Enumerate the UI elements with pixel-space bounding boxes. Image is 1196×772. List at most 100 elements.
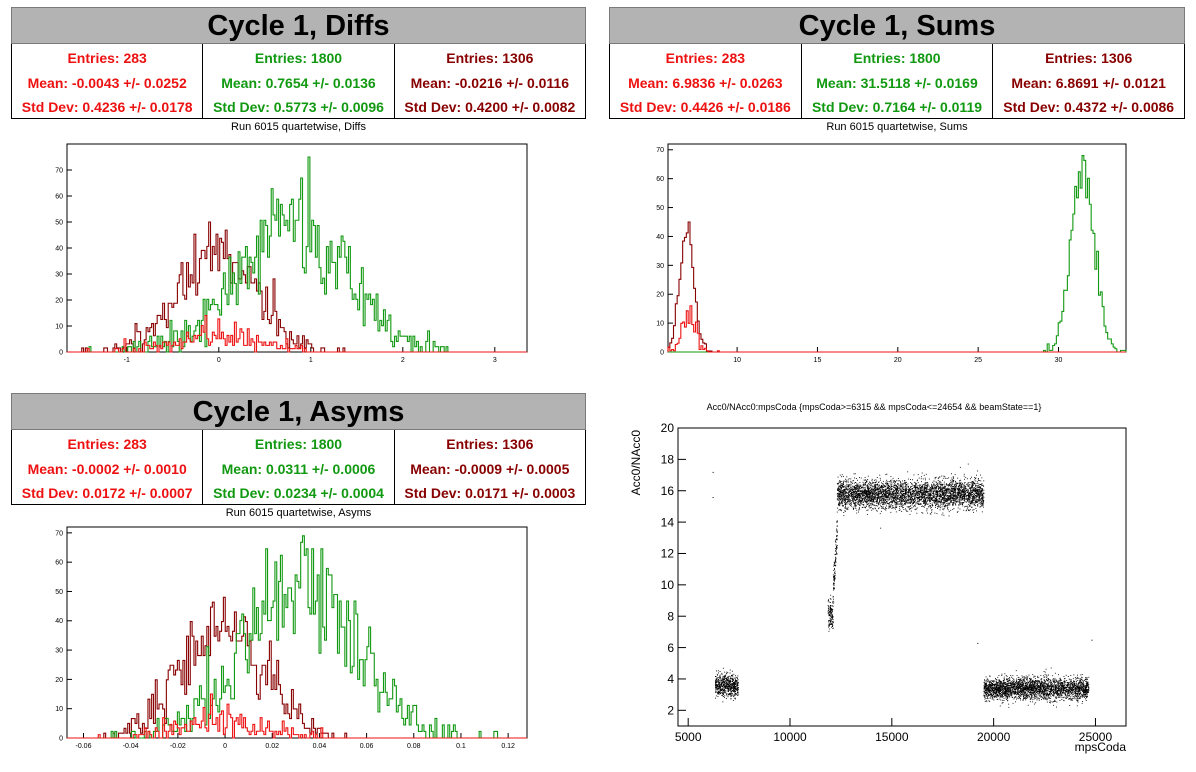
y-tick-label: 10 bbox=[55, 323, 63, 330]
y-tick-label: 60 bbox=[55, 193, 63, 200]
y-tick-label: 14 bbox=[661, 515, 675, 529]
stats-stddev: Std Dev: 0.0172 +/- 0.0007 bbox=[21, 485, 193, 501]
y-tick-label: 60 bbox=[656, 176, 664, 183]
y-tick-label: 2 bbox=[667, 704, 674, 718]
asyms-stats-row: Entries: 283 Mean: -0.0002 +/- 0.0010 St… bbox=[11, 430, 586, 505]
sums-stats-row: Entries: 283 Mean: 6.9836 +/- 0.0263 Std… bbox=[609, 44, 1185, 119]
x-tick-label: -0.04 bbox=[123, 743, 139, 750]
x-tick-label: -0.02 bbox=[170, 743, 186, 750]
stats-entries: Entries: 1306 bbox=[1045, 50, 1133, 66]
stats-mean: Mean: 0.7654 +/- 0.0136 bbox=[221, 74, 376, 91]
stats-mean: Mean: -0.0043 +/- 0.0252 bbox=[27, 74, 187, 91]
stats-stddev: Std Dev: 0.4200 +/- 0.0082 bbox=[404, 99, 576, 115]
x-tick-label: 0.08 bbox=[407, 743, 421, 750]
histogram-series-darkred bbox=[67, 221, 527, 353]
diffs-panel-title: Cycle 1, Diffs bbox=[11, 7, 586, 44]
y-tick-label: 20 bbox=[55, 677, 63, 684]
stats-stddev: Std Dev: 0.0171 +/- 0.0003 bbox=[404, 485, 576, 501]
stats-mean: Mean: 31.5118 +/- 0.0169 bbox=[816, 74, 978, 91]
x-tick-label: 20000 bbox=[977, 730, 1011, 744]
y-tick-label: 30 bbox=[55, 648, 63, 655]
y-tick-label: 40 bbox=[55, 245, 63, 252]
stats-stddev: Std Dev: 0.4236 +/- 0.0178 bbox=[21, 99, 193, 115]
x-tick-label: 25000 bbox=[1079, 730, 1113, 744]
diffs-stats-red: Entries: 283 Mean: -0.0043 +/- 0.0252 St… bbox=[12, 44, 202, 118]
asyms-subtitle: Run 6015 quartetwise, Asyms bbox=[225, 507, 372, 519]
diffs-stats-row: Entries: 283 Mean: -0.0043 +/- 0.0252 St… bbox=[11, 44, 586, 119]
x-tick-label: 0 bbox=[217, 357, 221, 364]
y-tick-label: 4 bbox=[667, 672, 674, 686]
asyms-panel-title: Cycle 1, Asyms bbox=[11, 393, 586, 430]
diffs-subtitle: Run 6015 quartetwise, Diffs bbox=[231, 121, 366, 133]
stats-entries: Entries: 1306 bbox=[446, 50, 534, 66]
histogram-series-green bbox=[668, 155, 1127, 353]
y-tick-label: 20 bbox=[55, 297, 63, 304]
stats-entries: Entries: 1800 bbox=[254, 436, 343, 452]
x-tick-label: 30 bbox=[1055, 357, 1063, 364]
stats-stddev: Std Dev: 0.5773 +/- 0.0096 bbox=[213, 99, 384, 115]
plot-frame bbox=[66, 143, 528, 353]
y-tick-label: 12 bbox=[661, 547, 675, 561]
x-tick-label: 1 bbox=[309, 357, 313, 364]
histogram-series-darkred bbox=[667, 221, 1126, 353]
x-tick-label: 2 bbox=[401, 357, 405, 364]
y-tick-label: 60 bbox=[55, 560, 63, 567]
y-tick-label: 0 bbox=[59, 735, 63, 742]
acc0-vs-mpscoda-scatter: 5000 10000 15000 20000 25000 2 4 6 8 10 12 14 16 18 20… bbox=[629, 402, 1127, 754]
stats-entries: Entries: 283 bbox=[665, 50, 746, 66]
y-tick-label: 10 bbox=[661, 578, 675, 592]
y-tick-label: 40 bbox=[55, 618, 63, 625]
sums-stats-red: Entries: 283 Mean: 6.9836 +/- 0.0263 Std… bbox=[610, 44, 801, 118]
y-axis-label: Acc0/NAcc0 bbox=[629, 430, 643, 496]
stats-mean: Mean: -0.0216 +/- 0.0116 bbox=[410, 74, 569, 91]
histogram-series-red bbox=[67, 693, 527, 739]
stats-stddev: Std Dev: 0.4426 +/- 0.0186 bbox=[619, 99, 791, 115]
y-tick-label: 50 bbox=[55, 219, 63, 226]
sums-stats-green: Entries: 1800 Mean: 31.5118 +/- 0.0169 S… bbox=[800, 44, 993, 118]
x-tick-label: 15 bbox=[814, 357, 822, 364]
x-tick-label: 25 bbox=[974, 357, 982, 364]
x-tick-label: 20 bbox=[894, 357, 902, 364]
stats-mean: Mean: -0.0009 +/- 0.0005 bbox=[410, 460, 570, 477]
diffs-stats-darkred: Entries: 1306 Mean: -0.0216 +/- 0.0116 S… bbox=[393, 44, 585, 118]
stats-mean: Mean: 0.0311 +/- 0.0006 bbox=[221, 460, 376, 477]
histogram-series-green bbox=[67, 535, 527, 739]
scatter-points bbox=[712, 463, 1093, 708]
y-tick-label: 18 bbox=[661, 453, 675, 467]
y-tick-label: 16 bbox=[661, 484, 675, 498]
x-tick-label: 0.1 bbox=[456, 743, 466, 750]
stats-mean: Mean: -0.0002 +/- 0.0010 bbox=[27, 460, 187, 477]
histogram-series-red bbox=[67, 315, 527, 353]
y-tick-label: 10 bbox=[55, 706, 63, 713]
stats-entries: Entries: 283 bbox=[67, 436, 147, 452]
x-axis-label: mpsCoda bbox=[1075, 740, 1127, 754]
x-tick-label: 0 bbox=[223, 743, 227, 750]
plot-frame bbox=[677, 427, 1127, 727]
y-tick-label: 30 bbox=[55, 271, 63, 278]
y-tick-label: 70 bbox=[55, 167, 63, 174]
y-tick-label: 0 bbox=[660, 349, 664, 356]
stats-stddev: Std Dev: 0.0234 +/- 0.0004 bbox=[213, 485, 384, 501]
y-tick-label: 8 bbox=[667, 609, 674, 623]
sums-stats-darkred: Entries: 1306 Mean: 6.8691 +/- 0.0121 St… bbox=[992, 44, 1184, 118]
stats-mean: Mean: 6.9836 +/- 0.0263 bbox=[628, 74, 783, 91]
y-tick-label: 20 bbox=[656, 292, 664, 299]
y-tick-label: 20 bbox=[661, 421, 675, 435]
x-tick-label: -0.06 bbox=[76, 743, 92, 750]
y-tick-label: 6 bbox=[667, 641, 674, 655]
stats-entries: Entries: 1800 bbox=[254, 50, 343, 66]
histogram-series-green bbox=[67, 156, 527, 353]
x-tick-label: 0.04 bbox=[313, 743, 327, 750]
x-tick-label: 0.02 bbox=[265, 743, 279, 750]
stats-mean: Mean: 6.8691 +/- 0.0121 bbox=[1011, 74, 1166, 91]
sums-histogram: 10 15 20 25 30 0 10 20 30 40 50 60 70 bbox=[656, 143, 1127, 364]
histogram-series-red bbox=[667, 305, 1126, 353]
y-tick-label: 30 bbox=[656, 263, 664, 270]
sums-subtitle: Run 6015 quartetwise, Sums bbox=[826, 121, 968, 133]
stats-entries: Entries: 1800 bbox=[853, 50, 941, 66]
asyms-stats-darkred: Entries: 1306 Mean: -0.0009 +/- 0.0005 S… bbox=[393, 430, 585, 504]
stats-stddev: Std Dev: 0.7164 +/- 0.0119 bbox=[811, 99, 983, 115]
asyms-stats-green: Entries: 1800 Mean: 0.0311 +/- 0.0006 St… bbox=[202, 430, 393, 504]
